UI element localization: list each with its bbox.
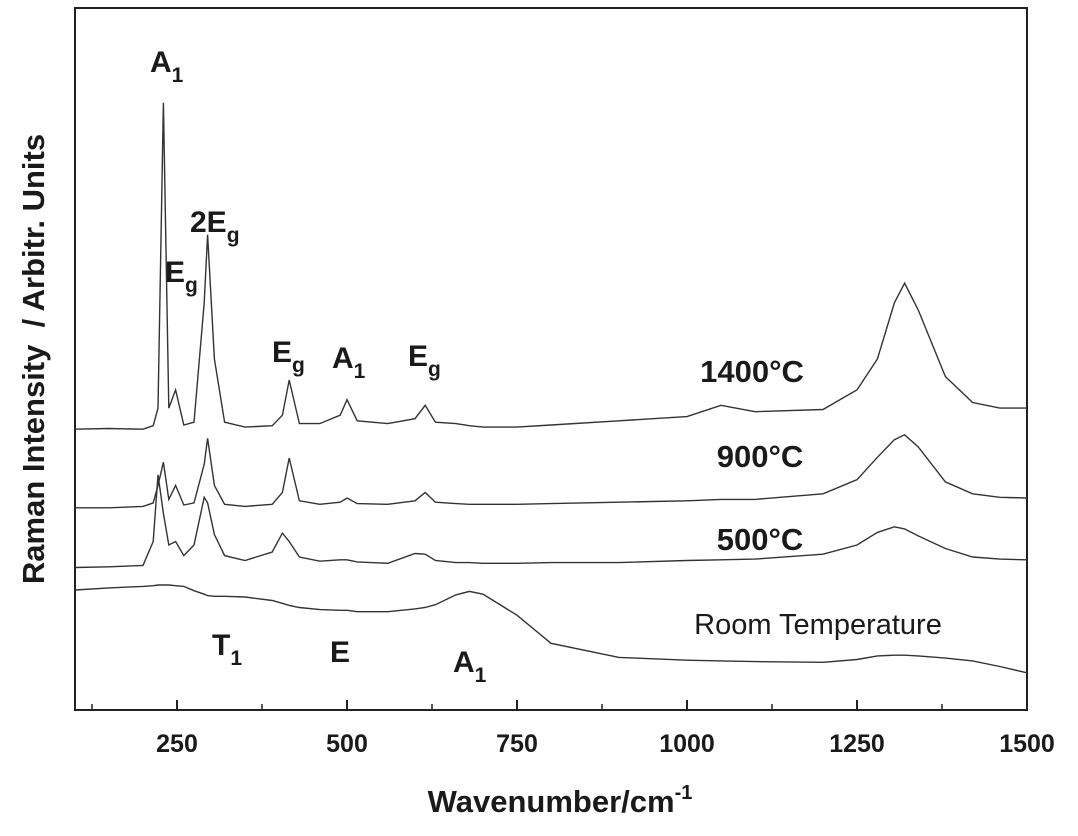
x-axis-label: Wavenumber/cm-1 <box>428 782 693 819</box>
spectrum-line <box>74 474 1028 569</box>
peak-annotation: A1 <box>150 46 184 87</box>
y-axis-label: Raman Intensity / Arbitr. Units <box>16 134 51 584</box>
x-axis-label-superscript: -1 <box>675 782 693 804</box>
peak-annotation-subscript: 1 <box>172 64 184 87</box>
peak-annotation-text: A <box>332 342 354 375</box>
peak-annotation-subscript: g <box>428 358 441 381</box>
peak-annotation-text: E <box>272 336 292 369</box>
peak-annotation-subscript: 1 <box>475 664 487 687</box>
plot-frame <box>74 7 1028 711</box>
x-tick-label: 1000 <box>659 730 715 758</box>
peak-annotation-subscript: g <box>292 354 305 377</box>
peak-annotation-subscript: 1 <box>354 360 366 383</box>
peak-annotation-text: T <box>212 629 230 662</box>
peak-annotation: A1 <box>453 646 487 687</box>
peak-annotation: E <box>330 636 350 669</box>
peak-annotation: Eg <box>408 340 441 381</box>
peak-annotation-text: E <box>165 256 185 289</box>
x-tick-label: 1500 <box>999 730 1055 758</box>
x-tick-label: 500 <box>326 730 368 758</box>
peak-annotation-text: A <box>453 646 475 679</box>
peak-annotation: A1 <box>332 342 366 383</box>
peak-annotation-subscript: g <box>185 274 198 297</box>
peak-annotation: T1 <box>212 629 242 670</box>
x-axis-label-text: Wavenumber/cm <box>428 784 675 819</box>
series-label: 1400°C <box>700 354 804 389</box>
series-label: 500°C <box>717 522 804 557</box>
peak-annotation-subscript: g <box>227 224 240 247</box>
x-tick-label: 1250 <box>829 730 885 758</box>
series-label: 900°C <box>717 439 804 474</box>
spectrum-line <box>75 433 1028 509</box>
peak-annotation-subscript: 1 <box>230 647 242 670</box>
peak-annotation: Eg <box>165 256 198 297</box>
spectrum-line <box>74 102 1027 430</box>
peak-annotation: Eg <box>272 336 305 377</box>
x-tick-label: 250 <box>156 730 198 758</box>
peak-annotation-text: A <box>150 46 172 79</box>
peak-annotation-text: E <box>408 340 428 373</box>
x-tick-label: 750 <box>496 730 538 758</box>
peak-annotation-text: E <box>330 636 350 669</box>
series-label: Room Temperature <box>694 609 942 641</box>
spectrum-line <box>74 584 1028 674</box>
peak-annotation-text: 2E <box>190 206 227 239</box>
peak-annotation: 2Eg <box>190 206 240 247</box>
